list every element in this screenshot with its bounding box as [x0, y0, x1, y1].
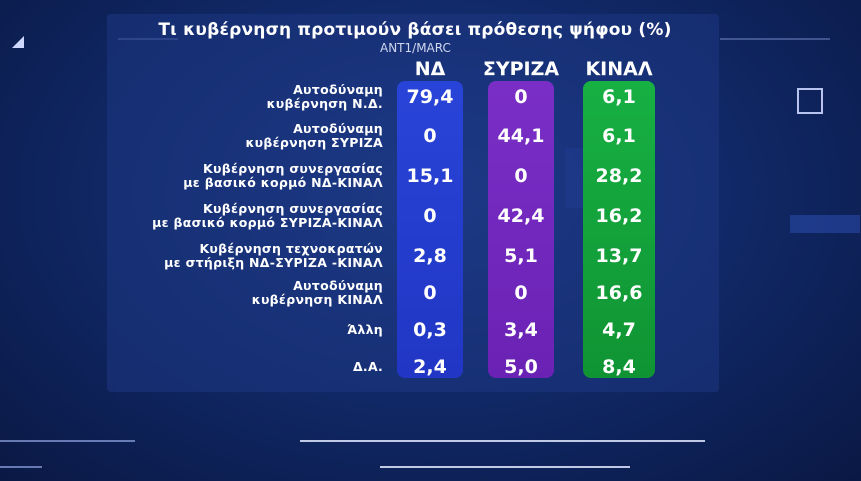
row-label: Άλλη — [83, 323, 383, 337]
row-label-line: Κυβέρνηση τεχνοκρατών — [199, 241, 383, 256]
value-cell-kinal: 8,4 — [602, 356, 636, 378]
value-cell-kinal: 28,2 — [595, 165, 643, 187]
source-label: ΑΝΤ1/MARC — [380, 41, 451, 55]
value-cell-syriza: 5,1 — [504, 245, 538, 267]
value-cell-nd: 0 — [423, 125, 437, 147]
row-label-line: κυβέρνηση ΚΙΝΑΛ — [251, 292, 383, 307]
row-label-line: Άλλη — [347, 322, 383, 337]
column-header-nd: ΝΔ — [414, 58, 446, 80]
row-label: Κυβέρνηση συνεργασίας με βασικό κορμό ΝΔ-… — [83, 162, 383, 190]
column-header-kinal: ΚΙΝΑΛ — [585, 58, 653, 80]
value-cell-kinal: 16,2 — [595, 205, 643, 227]
value-cell-nd: 15,1 — [406, 165, 454, 187]
column-bar-syriza — [488, 81, 554, 378]
row-label-line: Κυβέρνηση συνεργασίας — [203, 161, 383, 176]
decorative-line — [720, 38, 830, 40]
column-header-syriza: ΣΥΡΙΖΑ — [482, 58, 560, 80]
row-label-line: κυβέρνηση ΣΥΡΙΖΑ — [245, 135, 383, 150]
row-label: Κυβέρνηση συνεργασίας με βασικό κορμό ΣΥΡ… — [83, 202, 383, 230]
value-cell-syriza: 44,1 — [497, 125, 545, 147]
value-cell-nd: 0 — [423, 282, 437, 304]
decorative-line — [0, 440, 135, 442]
decorative-line — [300, 440, 705, 442]
value-cell-kinal: 4,7 — [602, 319, 636, 341]
value-cell-syriza: 0 — [514, 165, 528, 187]
value-cell-nd: 0,3 — [413, 319, 447, 341]
decorative-line — [0, 466, 42, 468]
row-label-line: Αυτοδύναμη — [293, 121, 383, 136]
row-label-line: με στήριξη ΝΔ-ΣΥΡΙΖΑ -ΚΙΝΑΛ — [164, 255, 383, 270]
row-label: Αυτοδύναμη κυβέρνηση Ν.Δ. — [83, 83, 383, 111]
column-bar-kinal — [583, 81, 655, 378]
row-label-line: Δ.Α. — [352, 359, 383, 374]
row-label: Αυτοδύναμη κυβέρνηση ΣΥΡΙΖΑ — [83, 122, 383, 150]
value-cell-kinal: 16,6 — [595, 282, 643, 304]
value-cell-nd: 2,4 — [413, 356, 447, 378]
value-cell-nd: 0 — [423, 205, 437, 227]
decorative-line — [380, 466, 630, 468]
value-cell-kinal: 6,1 — [602, 125, 636, 147]
value-cell-nd: 2,8 — [413, 245, 447, 267]
value-cell-syriza: 5,0 — [504, 356, 538, 378]
value-cell-kinal: 13,7 — [595, 245, 643, 267]
value-cell-syriza: 0 — [514, 86, 528, 108]
value-cell-syriza: 42,4 — [497, 205, 545, 227]
row-label-line: κυβέρνηση Ν.Δ. — [266, 96, 383, 111]
value-cell-syriza: 3,4 — [504, 319, 538, 341]
row-label: Αυτοδύναμη κυβέρνηση ΚΙΝΑΛ — [83, 279, 383, 307]
value-cell-kinal: 6,1 — [602, 86, 636, 108]
value-cell-nd: 79,4 — [406, 86, 454, 108]
row-label-line: Αυτοδύναμη — [293, 82, 383, 97]
row-label: Δ.Α. — [83, 360, 383, 374]
row-label-line: με βασικό κορμό ΝΔ-ΚΙΝΑΛ — [183, 175, 383, 190]
column-bar-nd — [397, 81, 463, 378]
value-cell-syriza: 0 — [514, 282, 528, 304]
square-outline-icon — [797, 88, 823, 114]
decorative-block — [790, 215, 860, 233]
chart-title: Τι κυβέρνηση προτιμούν βάσει πρόθεσης ψή… — [158, 20, 672, 40]
row-label-line: με βασικό κορμό ΣΥΡΙΖΑ-ΚΙΝΑΛ — [152, 215, 383, 230]
row-label: Κυβέρνηση τεχνοκρατών με στήριξη ΝΔ-ΣΥΡΙΖ… — [83, 242, 383, 270]
row-label-line: Κυβέρνηση συνεργασίας — [203, 201, 383, 216]
row-label-line: Αυτοδύναμη — [293, 278, 383, 293]
